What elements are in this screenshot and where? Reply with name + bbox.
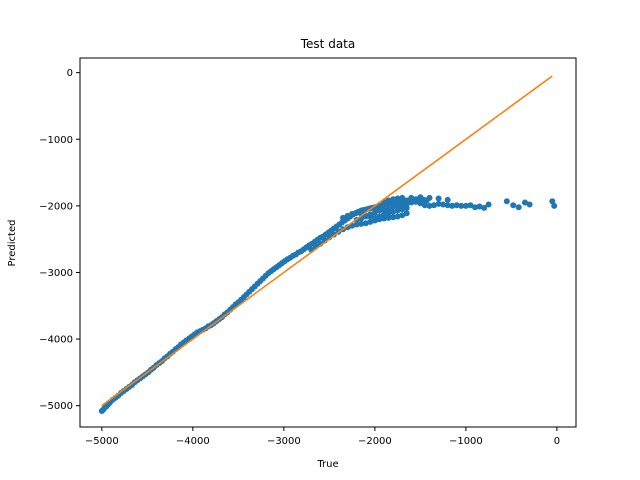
scatter-point (472, 204, 478, 211)
scatter-point (431, 202, 437, 209)
scatter-point (515, 204, 522, 211)
chart-title: Test data (300, 37, 355, 51)
scatter-point (390, 203, 397, 210)
scatter-point (526, 201, 533, 208)
scatter-point (385, 197, 392, 204)
scatter-point (503, 198, 510, 205)
scatter-point (408, 199, 415, 206)
scatter-point (353, 221, 360, 228)
scatter-point (417, 200, 424, 207)
x-tick-label: −3000 (267, 436, 301, 447)
scatter-point (417, 194, 424, 201)
x-tick-label: −1000 (449, 436, 483, 447)
scatter-point (399, 206, 406, 213)
scatter-point (551, 202, 558, 209)
scatter-point (358, 220, 365, 227)
scatter-point (426, 202, 433, 209)
y-axis-label: Predicted (7, 220, 18, 267)
axes-frame (79, 57, 577, 428)
scatter-point (344, 212, 351, 219)
scatter-point (390, 208, 397, 215)
scatter-point (522, 199, 528, 206)
scatter-point (481, 204, 488, 211)
scatter-point (435, 200, 442, 207)
scatter-point (485, 201, 492, 208)
scatter-point (394, 195, 401, 202)
scatter-point (381, 211, 387, 218)
y-tick-label: −4000 (39, 335, 73, 346)
scatter-point (467, 202, 474, 209)
x-tick-label: −2000 (358, 436, 392, 447)
scatter-point (440, 201, 447, 208)
scatter-point (385, 210, 392, 217)
scatter-point (462, 202, 469, 209)
scatter-point (367, 218, 374, 225)
x-tick-label: 0 (554, 436, 560, 447)
scatter-point (371, 214, 378, 221)
scatter-point (408, 194, 415, 201)
scatter-point (353, 209, 360, 216)
scatter-point (390, 214, 397, 221)
y-axis: 0 −1000 −2000 −3000 −4000 −5000 (39, 68, 80, 412)
scatter-point (340, 214, 346, 221)
scatter-point (510, 202, 517, 209)
scatter-point (367, 211, 374, 218)
scatter-point (458, 202, 465, 209)
scatter-point (381, 206, 387, 213)
scatter-point (362, 220, 369, 227)
scatter-point (349, 210, 356, 217)
y-tick-label: −5000 (39, 401, 73, 412)
y-tick-label: 0 (67, 68, 73, 79)
scatter-point (399, 212, 406, 219)
scatter-point (394, 202, 401, 209)
scatter-point (444, 202, 451, 209)
y-tick-label: −2000 (39, 201, 73, 212)
scatter-point (453, 202, 460, 209)
scatter-point (376, 213, 383, 220)
scatter-point (403, 204, 410, 211)
plot-area (98, 75, 558, 414)
scatter-point (385, 214, 392, 221)
x-tick-label: −4000 (176, 436, 210, 447)
scatter-point (403, 210, 410, 217)
scatter-point (371, 209, 378, 216)
scatter-point (394, 207, 401, 214)
scatter-point (362, 213, 369, 220)
scatter-point (444, 196, 451, 203)
y-tick-label: −1000 (39, 135, 73, 146)
scatter-point (435, 195, 442, 202)
scatter-point (449, 202, 456, 209)
scatter-point (426, 194, 433, 201)
scatter-point (399, 194, 406, 201)
scatter-point (549, 198, 556, 205)
scatter-point (394, 213, 401, 220)
scatter-point (390, 196, 397, 203)
scatter-point (399, 201, 406, 208)
x-axis: −5000 −4000 −3000 −2000 −1000 0 (85, 427, 560, 447)
x-axis-label: True (316, 459, 338, 470)
scatter-point (376, 207, 383, 214)
scatter-point (412, 198, 419, 205)
y-tick-label: −3000 (39, 268, 73, 279)
identity-line (101, 75, 553, 407)
x-tick-label: −5000 (85, 436, 119, 447)
scatter-point (476, 203, 483, 210)
scatter-point (421, 202, 428, 209)
